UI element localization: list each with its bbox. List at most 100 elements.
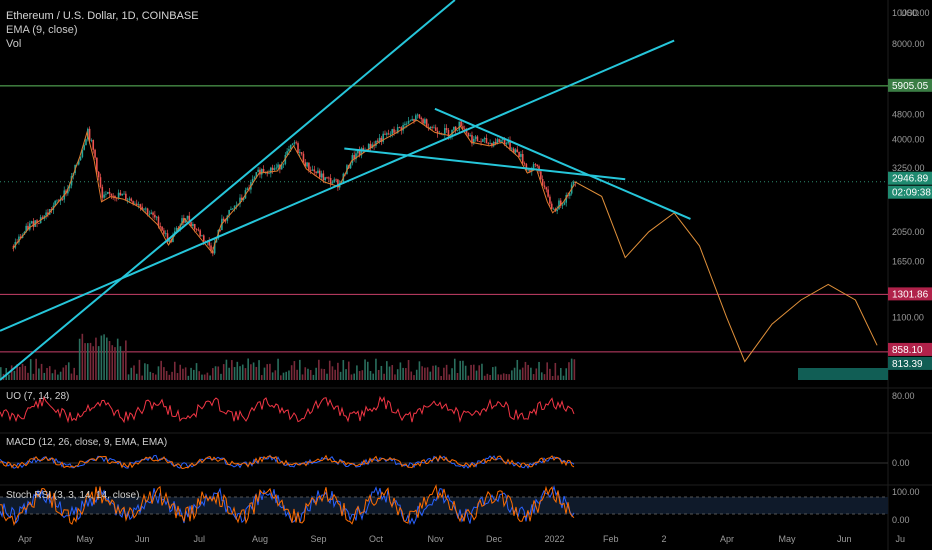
price-tick-label: 8000.00 bbox=[892, 39, 925, 49]
volume-bar bbox=[418, 361, 421, 380]
candle-body bbox=[50, 209, 53, 210]
volume-bar bbox=[239, 366, 241, 380]
volume-bar bbox=[29, 359, 32, 380]
volume-bar bbox=[519, 369, 521, 380]
candle-body bbox=[275, 167, 278, 169]
candle-body bbox=[210, 245, 212, 251]
volume-bar bbox=[95, 337, 97, 380]
volume-bar bbox=[301, 374, 304, 380]
candle-body bbox=[409, 120, 412, 122]
time-axis-label: May bbox=[77, 534, 95, 544]
candle-body bbox=[413, 119, 415, 122]
volume-bar bbox=[92, 346, 95, 380]
candle-body bbox=[41, 217, 44, 219]
candle-body bbox=[253, 176, 256, 179]
candle-body bbox=[282, 163, 285, 165]
candle-body bbox=[251, 178, 254, 183]
candle-body bbox=[141, 206, 143, 210]
volume-bar bbox=[535, 368, 538, 380]
volume-bar bbox=[568, 362, 570, 380]
candle-body bbox=[458, 121, 461, 131]
price-tag-label: 5905.05 bbox=[892, 81, 929, 92]
uo-tick-label: 80.00 bbox=[892, 391, 915, 401]
candle-body bbox=[197, 229, 200, 231]
candle-body bbox=[482, 139, 484, 142]
candle-body bbox=[324, 177, 326, 181]
candle-body bbox=[297, 143, 299, 154]
candle-body bbox=[212, 250, 214, 254]
volume-bar bbox=[125, 340, 127, 380]
candle-body bbox=[547, 189, 549, 197]
volume-bar bbox=[220, 373, 222, 380]
candle-body bbox=[496, 139, 499, 144]
candle-body bbox=[135, 203, 138, 205]
candle-body bbox=[500, 140, 502, 142]
volume-bar bbox=[394, 374, 396, 380]
volume-bar bbox=[445, 364, 448, 380]
candle-body bbox=[311, 169, 314, 171]
volume-bar bbox=[187, 375, 190, 380]
volume-bar bbox=[372, 373, 375, 380]
volume-bar bbox=[429, 371, 432, 380]
candle-body bbox=[186, 215, 189, 219]
volume-bar bbox=[453, 358, 456, 380]
time-axis-label: Aug bbox=[252, 534, 268, 544]
candle-body bbox=[299, 152, 301, 154]
volume-bar bbox=[163, 367, 165, 380]
candle-body bbox=[313, 169, 316, 172]
candle-body bbox=[386, 133, 388, 135]
volume-bar bbox=[377, 369, 380, 380]
time-axis-label: Jun bbox=[135, 534, 150, 544]
candle-body bbox=[333, 179, 336, 183]
candle-body bbox=[472, 138, 475, 144]
candle-body bbox=[277, 164, 279, 168]
candle-body bbox=[525, 164, 528, 171]
candle-body bbox=[219, 230, 221, 231]
price-tick-label: 10000.00 bbox=[892, 8, 930, 18]
candle-body bbox=[376, 140, 379, 142]
volume-bar bbox=[106, 337, 108, 380]
volume-bar bbox=[48, 366, 51, 380]
price-tick-label: 4800.00 bbox=[892, 109, 925, 119]
macd-tick-label: 0.00 bbox=[892, 458, 910, 468]
candle-body bbox=[516, 149, 519, 153]
volume-bar bbox=[505, 373, 508, 380]
volume-bar bbox=[421, 366, 423, 380]
candle-body bbox=[119, 192, 122, 196]
candle-body bbox=[367, 143, 370, 152]
volume-bar bbox=[269, 363, 271, 380]
volume-bar bbox=[475, 370, 478, 380]
price-tick-label: 1650.00 bbox=[892, 257, 925, 267]
candle-body bbox=[358, 150, 361, 156]
candle-body bbox=[331, 182, 334, 184]
candle-body bbox=[402, 124, 404, 131]
candle-body bbox=[329, 177, 332, 184]
candle-body bbox=[529, 169, 531, 172]
volume-bar bbox=[8, 374, 10, 380]
price-tick-label: 4000.00 bbox=[892, 135, 925, 145]
candle-body bbox=[503, 138, 506, 145]
volume-bar bbox=[97, 346, 100, 380]
candle-body bbox=[565, 194, 568, 203]
candle-body bbox=[164, 233, 167, 235]
candle-body bbox=[393, 129, 395, 133]
candle-body bbox=[112, 195, 114, 197]
candle-body bbox=[523, 163, 526, 165]
candle-body bbox=[161, 226, 163, 231]
volume-bar bbox=[214, 366, 217, 380]
volume-bar bbox=[472, 364, 475, 380]
volume-bar bbox=[84, 343, 86, 380]
candle-body bbox=[300, 152, 303, 154]
candle-body bbox=[184, 218, 187, 223]
volume-bar bbox=[353, 373, 355, 380]
volume-bar bbox=[182, 368, 184, 380]
volume-bar bbox=[138, 359, 141, 380]
price-tick-label: 1100.00 bbox=[892, 313, 924, 323]
candle-body bbox=[77, 160, 80, 165]
price-tag bbox=[888, 356, 932, 370]
chart-title: Ethereum / U.S. Dollar, 1D, COINBASE bbox=[6, 10, 199, 22]
volume-bar bbox=[326, 373, 328, 380]
volume-bar bbox=[312, 374, 315, 380]
candle-body bbox=[527, 169, 529, 171]
